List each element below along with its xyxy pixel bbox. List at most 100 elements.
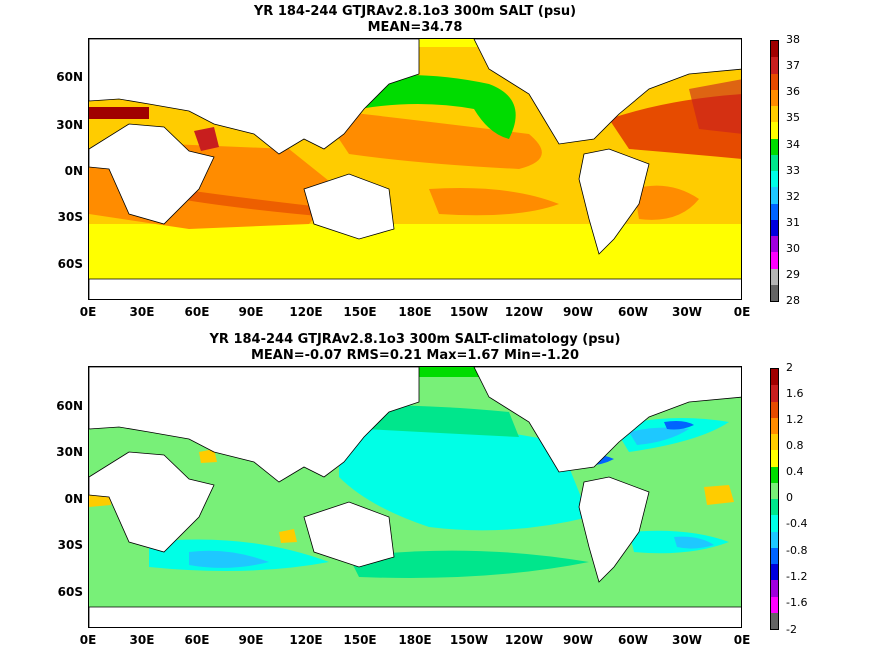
panel1-lon-label: 150W (449, 305, 489, 319)
colorbar-swatch (771, 417, 778, 434)
panel2-colorbar-label: -1.2 (786, 570, 808, 583)
panel1-lat-label: 60S (57, 257, 83, 271)
panel1-title-line2: MEAN=34.78 (367, 20, 463, 35)
panel2-title-line1: YR 184-244 GTJRAv2.8.1o3 300m SALT-clima… (209, 332, 621, 347)
colorbar-swatch (771, 252, 778, 269)
panel1-colorbar-label: 32 (786, 190, 800, 203)
panel1-lat-label: 0N (64, 164, 83, 178)
panel2-colorbar-label: 1.2 (786, 413, 804, 426)
colorbar-swatch (771, 122, 778, 139)
colorbar-swatch (771, 187, 778, 204)
salinity-map (88, 38, 742, 300)
panel2-colorbar-label: -0.8 (786, 544, 808, 557)
panel1-lon-label: 150E (343, 305, 377, 319)
panel2-colorbar-label: 0.4 (786, 465, 804, 478)
panel2-lon-label: 60E (184, 633, 210, 647)
panel1-lon-label: 0E (733, 305, 751, 319)
panel1-lon-label: 120E (289, 305, 323, 319)
panel2-lon-label: 120E (289, 633, 323, 647)
colorbar-swatch (771, 515, 778, 532)
panel1-colorbar-label: 35 (786, 111, 800, 124)
panel2-lon-label: 0E (733, 633, 751, 647)
colorbar-swatch (771, 268, 778, 285)
colorbar-swatch (771, 385, 778, 402)
colorbar-swatch (771, 531, 778, 548)
panel1-lon-label: 180E (398, 305, 432, 319)
colorbar-swatch (771, 564, 778, 581)
panel1-colorbar-label: 31 (786, 216, 800, 229)
colorbar-swatch (771, 580, 778, 597)
colorbar-swatch (771, 203, 778, 220)
panel2-colorbar-label: -1.6 (786, 596, 808, 609)
panel2-lat-label: 60S (57, 585, 83, 599)
colorbar-swatch (771, 450, 778, 467)
colorbar-swatch (771, 547, 778, 564)
panel1-lon-label: 30W (672, 305, 702, 319)
colorbar-swatch (771, 106, 778, 123)
colorbar-swatch (771, 154, 778, 171)
panel1-colorbar-label: 36 (786, 85, 800, 98)
panel2-lon-label: 150E (343, 633, 377, 647)
panel2-lon-label: 90W (563, 633, 593, 647)
panel2-lon-label: 30E (129, 633, 155, 647)
salinity-map-field (89, 39, 741, 299)
panel1-colorbar-label: 38 (786, 33, 800, 46)
panel1-colorbar-label: 33 (786, 164, 800, 177)
panel2-colorbar-label: -0.4 (786, 517, 808, 530)
colorbar-swatch (771, 401, 778, 418)
panel1-colorbar-label: 30 (786, 242, 800, 255)
panel1-colorbar-label: 29 (786, 268, 800, 281)
panel1-lon-label: 90W (563, 305, 593, 319)
panel2-title-line2: MEAN=-0.07 RMS=0.21 Max=1.67 Min=-1.20 (250, 348, 580, 363)
colorbar-swatch (771, 73, 778, 90)
salinity-anomaly-map-field (89, 367, 741, 627)
colorbar-swatch (771, 482, 778, 499)
colorbar-swatch (771, 466, 778, 483)
colorbar-swatch (771, 171, 778, 188)
colorbar-swatch (771, 284, 778, 301)
panel1-lat-label: 30S (57, 210, 83, 224)
panel2-lon-label: 120W (504, 633, 544, 647)
panel2-lat-label: 0N (64, 492, 83, 506)
colorbar-swatch (771, 499, 778, 516)
panel1-colorbar-label: 37 (786, 59, 800, 72)
panel2-colorbar-label: 0.8 (786, 439, 804, 452)
colorbar-swatch (771, 434, 778, 451)
panel1-lon-label: 30E (129, 305, 155, 319)
panel1-title-line1: YR 184-244 GTJRAv2.8.1o3 300m SALT (psu) (253, 4, 577, 19)
colorbar-swatch (771, 612, 778, 629)
panel1-colorbar (770, 40, 779, 302)
colorbar-swatch (771, 236, 778, 253)
panel2-lon-label: 0E (79, 633, 97, 647)
panel1-lon-label: 120W (504, 305, 544, 319)
panel1-lon-label: 90E (238, 305, 264, 319)
panel2-lon-label: 180E (398, 633, 432, 647)
colorbar-swatch (771, 89, 778, 106)
panel2-lat-label: 30S (57, 538, 83, 552)
colorbar-swatch (771, 596, 778, 613)
panel2-colorbar-label: 2 (786, 361, 793, 374)
panel1-lon-label: 0E (79, 305, 97, 319)
panel2-colorbar-label: 0 (786, 491, 793, 504)
colorbar-swatch (771, 57, 778, 74)
panel2-colorbar (770, 368, 779, 630)
panel2-colorbar-label: -2 (786, 623, 797, 636)
panel2-lat-label: 30N (56, 445, 83, 459)
colorbar-swatch (771, 369, 778, 386)
panel1-colorbar-label: 34 (786, 138, 800, 151)
panel2-lon-label: 60W (618, 633, 648, 647)
panel1-colorbar-label: 28 (786, 294, 800, 307)
panel2-lat-label: 60N (56, 399, 83, 413)
panel2-lon-label: 90E (238, 633, 264, 647)
panel2-lon-label: 30W (672, 633, 702, 647)
panel1-lat-label: 30N (56, 118, 83, 132)
colorbar-swatch (771, 41, 778, 58)
panel2-lon-label: 150W (449, 633, 489, 647)
colorbar-swatch (771, 219, 778, 236)
panel2-colorbar-label: 1.6 (786, 387, 804, 400)
panel1-lon-label: 60E (184, 305, 210, 319)
panel1-lon-label: 60W (618, 305, 648, 319)
panel1-lat-label: 60N (56, 70, 83, 84)
salinity-anomaly-map (88, 366, 742, 628)
colorbar-swatch (771, 138, 778, 155)
